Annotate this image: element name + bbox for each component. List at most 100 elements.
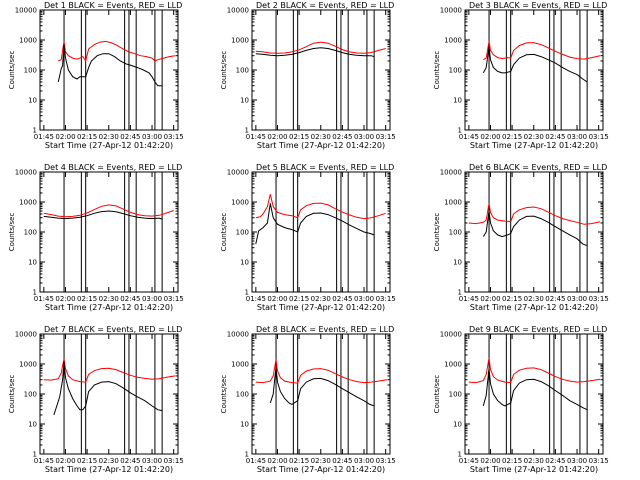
y-tick-label: 1000 (19, 361, 37, 369)
y-tick-label: 1 (458, 451, 462, 459)
panel-title: Det 9 BLACK = Events, RED = LLD (469, 325, 607, 334)
y-tick-label: 10000 (15, 169, 37, 177)
x-tick-label: 03:15 (164, 295, 184, 303)
y-axis-label: Counts/sec (8, 375, 16, 414)
x-axis-label: Start Time (27-Apr-12 01:42:20) (257, 465, 385, 474)
y-tick-label: 1000 (19, 199, 37, 207)
x-tick-label: 01:45 (459, 133, 479, 141)
y-tick-label: 10 (453, 97, 462, 105)
x-tick-label: 03:00 (142, 133, 162, 141)
x-tick-label: 02:15 (502, 457, 522, 465)
y-tick-label: 10 (240, 97, 249, 105)
y-axis-label: Counts/sec (220, 213, 228, 252)
series-line-lld (58, 40, 176, 63)
x-tick-label: 02:30 (524, 457, 544, 465)
x-tick-label: 02:45 (332, 133, 352, 141)
x-tick-label: 02:15 (77, 295, 97, 303)
x-tick-label: 02:30 (524, 133, 544, 141)
x-tick-label: 01:45 (459, 457, 479, 465)
series-line-lld (255, 359, 388, 384)
series-line-lld (255, 41, 386, 54)
series-line-lld (483, 41, 601, 61)
series-line-events (482, 46, 588, 83)
x-tick-label: 02:00 (55, 457, 75, 465)
y-tick-label: 1000 (444, 361, 462, 369)
panel-title: Det 7 BLACK = Events, RED = LLD (44, 325, 182, 334)
x-tick-label: 03:00 (142, 457, 162, 465)
series-line-lld (468, 357, 601, 384)
x-tick-label: 02:30 (524, 295, 544, 303)
y-tick-label: 10 (240, 259, 249, 267)
x-tick-label: 03:00 (567, 295, 587, 303)
y-tick-label: 100 (24, 67, 37, 75)
x-tick-label: 02:15 (502, 295, 522, 303)
x-tick-label: 01:45 (246, 295, 266, 303)
y-tick-label: 10000 (440, 7, 462, 15)
y-tick-label: 1 (458, 289, 462, 297)
x-tick-label: 02:00 (267, 133, 287, 141)
x-tick-label: 01:45 (34, 295, 54, 303)
x-tick-label: 03:15 (164, 133, 184, 141)
x-tick-label: 03:00 (567, 457, 587, 465)
y-tick-label: 100 (236, 229, 249, 237)
y-tick-label: 1 (33, 289, 37, 297)
x-axis-label: Start Time (27-Apr-12 01:42:20) (470, 303, 598, 312)
y-axis-label: Counts/sec (433, 375, 441, 414)
y-tick-label: 10000 (440, 169, 462, 177)
x-tick-label: 03:00 (354, 295, 374, 303)
y-tick-label: 10000 (227, 169, 249, 177)
x-tick-label: 02:45 (545, 457, 565, 465)
x-tick-label: 01:45 (459, 295, 479, 303)
series-line-lld (468, 203, 601, 225)
detector-panel-6: Det 6 BLACK = Events, RED = LLD 1 10 100 100… (433, 163, 609, 312)
x-tick-label: 02:15 (77, 457, 97, 465)
detector-panel-9: Det 9 BLACK = Events, RED = LLD 1 10 100 100… (433, 325, 609, 474)
x-tick-label: 03:15 (589, 133, 609, 141)
x-axis-label: Start Time (27-Apr-12 01:42:20) (470, 465, 598, 474)
y-tick-label: 100 (24, 391, 37, 399)
x-tick-label: 02:45 (120, 295, 140, 303)
x-axis-label: Start Time (27-Apr-12 01:42:20) (45, 465, 173, 474)
y-tick-label: 1 (33, 451, 37, 459)
y-tick-label: 10000 (227, 331, 249, 339)
panel-title: Det 6 BLACK = Events, RED = LLD (469, 163, 607, 172)
y-tick-label: 1000 (19, 37, 37, 45)
x-tick-label: 03:15 (376, 457, 396, 465)
x-tick-label: 02:00 (480, 457, 500, 465)
y-tick-label: 100 (24, 229, 37, 237)
y-tick-label: 1000 (231, 361, 249, 369)
x-tick-label: 02:15 (502, 133, 522, 141)
x-tick-label: 03:15 (589, 457, 609, 465)
y-tick-label: 1000 (444, 199, 462, 207)
series-line-lld (255, 194, 386, 220)
x-axis-label: Start Time (27-Apr-12 01:42:20) (45, 303, 173, 312)
x-tick-label: 02:45 (120, 133, 140, 141)
series-line-events (53, 361, 163, 416)
y-tick-label: 1000 (231, 37, 249, 45)
panel-title: Det 8 BLACK = Events, RED = LLD (256, 325, 394, 334)
y-axis-label: Counts/sec (433, 51, 441, 90)
x-tick-label: 02:15 (289, 133, 309, 141)
series-line-lld (43, 204, 174, 218)
x-tick-label: 02:15 (77, 133, 97, 141)
x-tick-label: 02:00 (55, 295, 75, 303)
panel-title: Det 3 BLACK = Events, RED = LLD (469, 1, 607, 10)
x-tick-label: 03:15 (376, 295, 396, 303)
x-tick-label: 03:00 (354, 457, 374, 465)
y-tick-label: 10 (28, 259, 37, 267)
x-tick-label: 01:45 (246, 457, 266, 465)
x-tick-label: 02:00 (267, 457, 287, 465)
x-axis-label: Start Time (27-Apr-12 01:42:20) (45, 141, 173, 150)
y-tick-label: 100 (236, 391, 249, 399)
series-line-events (482, 368, 588, 411)
y-axis-label: Counts/sec (433, 213, 441, 252)
panel-title: Det 1 BLACK = Events, RED = LLD (44, 1, 182, 10)
y-tick-label: 1 (245, 451, 249, 459)
y-tick-label: 10000 (440, 331, 462, 339)
x-tick-label: 02:30 (99, 457, 119, 465)
plot-frame (39, 171, 179, 293)
detector-panel-1: Det 1 BLACK = Events, RED = LLD 1 10 100 100… (8, 1, 184, 150)
y-tick-label: 100 (449, 229, 462, 237)
y-axis-label: Counts/sec (220, 375, 228, 414)
y-tick-label: 100 (449, 391, 462, 399)
